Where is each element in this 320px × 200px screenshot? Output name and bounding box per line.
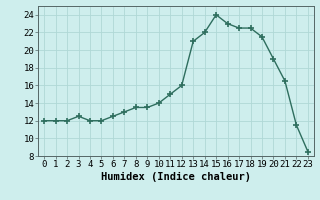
X-axis label: Humidex (Indice chaleur): Humidex (Indice chaleur) [101,172,251,182]
